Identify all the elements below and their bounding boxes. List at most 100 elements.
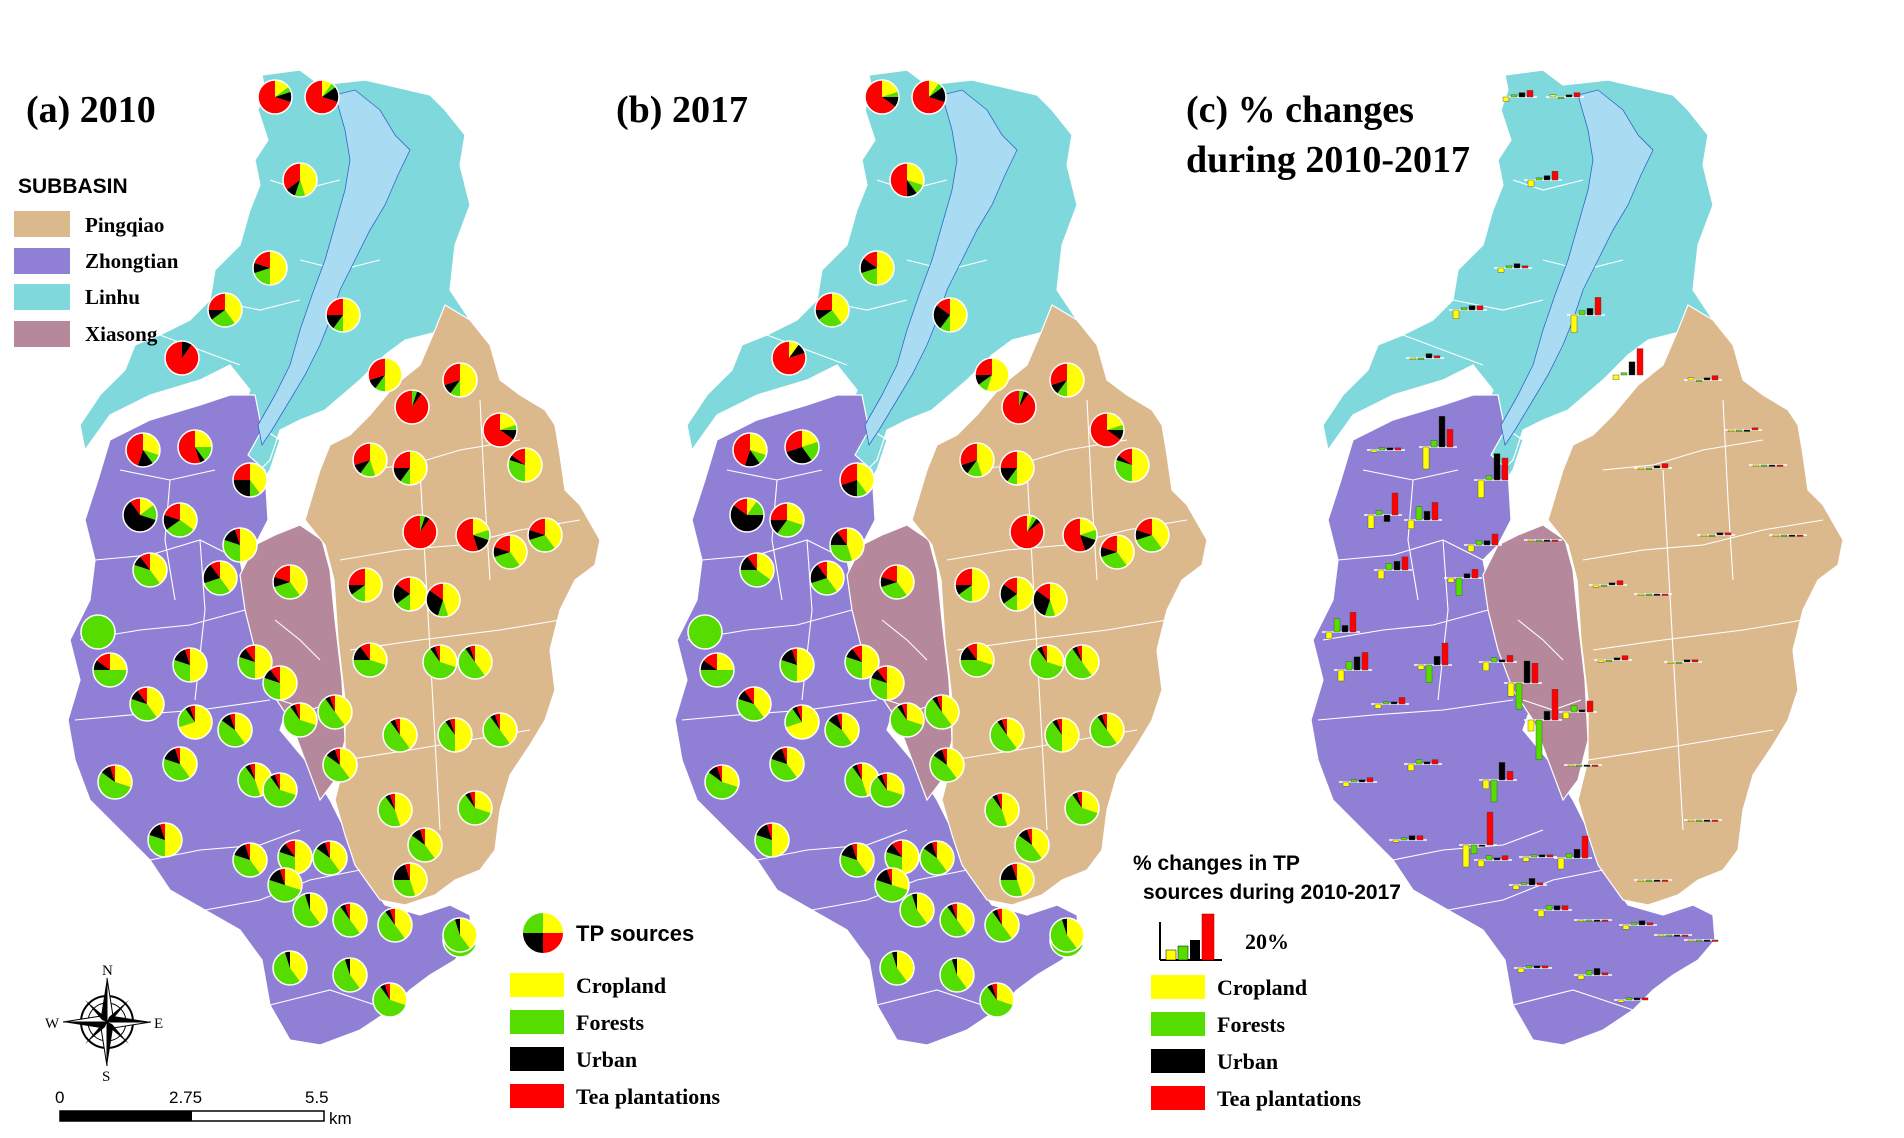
panel-b-tp-pie	[809, 560, 845, 596]
panel-c-change-bars	[1404, 502, 1442, 530]
tp-label-cropland: Cropland	[576, 973, 666, 998]
scale-bar: 0 2.75 5.5 km	[55, 1088, 352, 1128]
panel-c-change-bars	[1524, 539, 1562, 542]
panel-b-tp-pie	[824, 712, 860, 748]
change-legend-bar-symbol	[1159, 913, 1222, 961]
panel-c-change-bars	[1404, 759, 1442, 771]
panel-b-tp-pie	[699, 652, 735, 688]
panel-c-change-bars	[1334, 652, 1372, 682]
compass-e: E	[154, 1016, 163, 1032]
panel-c-subbasin-boundary	[1722, 399, 1734, 581]
panel-a-tp-pie	[232, 462, 268, 498]
panel-c-subbasin-boundary	[1407, 479, 1419, 601]
panel-a-tp-pie	[482, 712, 518, 748]
panel-a-subbasin-boundary	[94, 539, 241, 561]
panel-c-subbasin-boundary	[1447, 869, 1604, 911]
panel-a-subbasin-boundary	[74, 699, 271, 721]
scale-tick-1: 2.75	[169, 1088, 202, 1107]
panel-c-change-bars	[1474, 855, 1512, 867]
panel-c-change-bars	[1459, 811, 1497, 868]
panel-a-tp-pie	[172, 647, 208, 683]
panel-a-tp-pie	[222, 527, 258, 563]
panel-c-change-bars	[1364, 492, 1402, 529]
tp-sources-legend: TP sources Cropland Forests Urban Tea pl…	[510, 911, 721, 1109]
panel-a-tp-pie	[407, 827, 443, 863]
panel-a-tp-pie	[367, 357, 403, 393]
panel-b-tp-pie	[1014, 827, 1050, 863]
panel-a-tp-pie	[352, 442, 388, 478]
panel-a-tp-pie	[352, 642, 388, 678]
panel-a-tp-pie	[332, 902, 368, 938]
panel-b-tp-pie	[879, 564, 915, 600]
panel-a-tp-pie	[317, 694, 353, 730]
panel-a-tp-pie	[122, 497, 158, 533]
panel-b-tp-pie	[839, 462, 875, 498]
change-swatch-cropland	[1151, 975, 1205, 999]
panel-a-tp-pie	[392, 450, 428, 486]
compass-s: S	[102, 1069, 110, 1085]
panel-b-tp-pie	[1064, 644, 1100, 680]
panel-b-tp-pie	[999, 450, 1035, 486]
subbasin-legend: SUBBASIN Pingqiao Zhongtian Linhu Xiason…	[14, 175, 179, 347]
panel-c-subbasin-boundary	[1517, 619, 1564, 661]
panel-b-tp-pie	[1114, 447, 1150, 483]
panel-c-subbasin-pingqiao	[1547, 304, 1844, 906]
panel-c-change-bars	[1504, 660, 1542, 710]
panel-c-subbasin-boundary	[1402, 334, 1484, 366]
compass-w: W	[45, 1016, 60, 1032]
panel-c-subbasin-boundary	[1512, 989, 1634, 1011]
panel-c-change-bars	[1546, 92, 1584, 99]
panel-c-change-bars	[1474, 453, 1512, 498]
swatch-zhongtian	[14, 248, 70, 274]
swatch-pingqiao	[14, 211, 70, 237]
panel-b-tp-pie	[1134, 517, 1170, 553]
tp-label-tea: Tea plantations	[576, 1084, 721, 1109]
panel-b-tp-pie	[999, 862, 1035, 898]
panel-b-tp-pie	[924, 694, 960, 730]
panel-c-change-bars	[1634, 879, 1672, 882]
panel-b-tp-pie	[769, 746, 805, 782]
panel-c-change-bars	[1724, 427, 1762, 432]
panel-a-tp-pie	[425, 582, 461, 618]
panel-c-subbasin-boundary	[1582, 519, 1824, 561]
panel-b-tp-pie	[932, 297, 968, 333]
panel-c-change-bars	[1614, 997, 1652, 1003]
panel-c-change-bars	[1634, 593, 1672, 596]
panel-a-tp-pie	[272, 564, 308, 600]
panel-b-subbasin-boundary	[956, 619, 1168, 651]
panel-c-change-bars	[1697, 532, 1735, 537]
legend-label-pingqiao: Pingqiao	[85, 213, 164, 237]
panel-a-tp-pie	[207, 292, 243, 328]
panel-b-tp-pie	[999, 576, 1035, 612]
panel-a-tp-pie	[422, 644, 458, 680]
panel-a-map	[67, 69, 601, 1046]
panel-b-tp-pie	[879, 950, 915, 986]
change-label-urban: Urban	[1217, 1049, 1278, 1074]
scale-tick-2: 5.5	[305, 1088, 329, 1107]
panel-b-tp-pie	[959, 442, 995, 478]
tp-swatch-cropland	[510, 973, 564, 997]
panel-a-tp-pie	[377, 907, 413, 943]
panel-c-subbasin-boundary	[1512, 179, 1584, 191]
swatch-linhu	[14, 284, 70, 310]
panel-a-tp-pie	[237, 762, 273, 798]
panel-c-change-bars	[1567, 297, 1605, 333]
tp-swatch-forests	[510, 1010, 564, 1034]
panel-c-change-bars	[1664, 659, 1702, 664]
panel-a-tp-pie	[147, 822, 183, 858]
panel-b-tp-pie	[779, 647, 815, 683]
panel-a-tp-pie	[482, 412, 518, 448]
panel-c-change-bars	[1371, 697, 1409, 709]
panel-a-tp-pie	[125, 432, 161, 468]
panel-a-tp-pie	[322, 747, 358, 783]
tp-label-urban: Urban	[576, 1047, 637, 1072]
tp-swatch-tea	[510, 1084, 564, 1108]
swatch-xiasong	[14, 321, 70, 347]
panel-b-tp-pie	[889, 162, 925, 198]
change-label-forests: Forests	[1217, 1012, 1285, 1037]
panel-c-change-bars	[1339, 777, 1377, 787]
panel-b-tp-pie	[874, 867, 910, 903]
panel-b-tp-pie	[1089, 412, 1125, 448]
